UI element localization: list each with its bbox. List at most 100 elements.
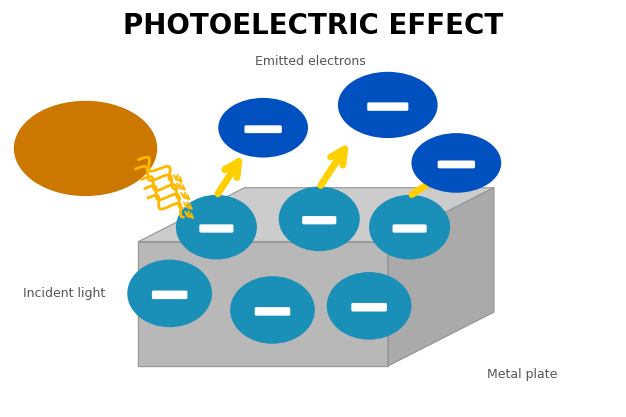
Ellipse shape bbox=[295, 200, 336, 232]
Ellipse shape bbox=[263, 302, 268, 306]
Ellipse shape bbox=[344, 286, 386, 320]
Ellipse shape bbox=[176, 195, 257, 259]
Ellipse shape bbox=[369, 195, 450, 259]
Ellipse shape bbox=[342, 284, 389, 322]
Ellipse shape bbox=[346, 287, 384, 317]
Ellipse shape bbox=[290, 196, 344, 239]
Ellipse shape bbox=[372, 198, 445, 255]
Ellipse shape bbox=[358, 85, 408, 118]
Ellipse shape bbox=[367, 91, 395, 110]
Ellipse shape bbox=[432, 147, 472, 173]
Ellipse shape bbox=[430, 146, 475, 175]
Ellipse shape bbox=[442, 153, 457, 163]
Ellipse shape bbox=[284, 191, 352, 245]
Ellipse shape bbox=[377, 98, 382, 101]
Ellipse shape bbox=[238, 282, 304, 335]
Ellipse shape bbox=[241, 113, 275, 136]
Ellipse shape bbox=[183, 201, 246, 251]
Ellipse shape bbox=[336, 280, 398, 329]
Ellipse shape bbox=[331, 275, 406, 335]
Ellipse shape bbox=[218, 98, 308, 158]
Ellipse shape bbox=[233, 108, 287, 144]
Ellipse shape bbox=[310, 211, 315, 215]
Ellipse shape bbox=[255, 296, 279, 315]
Ellipse shape bbox=[14, 101, 157, 196]
Ellipse shape bbox=[259, 299, 273, 311]
Ellipse shape bbox=[261, 301, 270, 308]
Ellipse shape bbox=[428, 144, 478, 177]
Ellipse shape bbox=[207, 220, 212, 224]
Ellipse shape bbox=[372, 95, 389, 106]
Ellipse shape bbox=[245, 289, 292, 326]
Ellipse shape bbox=[228, 105, 294, 148]
Ellipse shape bbox=[292, 197, 341, 236]
FancyBboxPatch shape bbox=[438, 161, 475, 168]
Ellipse shape bbox=[416, 136, 495, 189]
Ellipse shape bbox=[46, 123, 110, 165]
Ellipse shape bbox=[139, 269, 195, 314]
Ellipse shape bbox=[247, 290, 290, 324]
Ellipse shape bbox=[59, 131, 91, 152]
Ellipse shape bbox=[354, 83, 415, 123]
Ellipse shape bbox=[158, 284, 168, 292]
Polygon shape bbox=[138, 188, 494, 241]
Ellipse shape bbox=[389, 211, 421, 236]
Ellipse shape bbox=[240, 284, 301, 333]
Text: PHOTOELECTRIC EFFECT: PHOTOELECTRIC EFFECT bbox=[123, 12, 503, 40]
Ellipse shape bbox=[56, 129, 96, 156]
Ellipse shape bbox=[230, 106, 290, 146]
Ellipse shape bbox=[418, 137, 493, 187]
Ellipse shape bbox=[386, 208, 426, 240]
Ellipse shape bbox=[332, 276, 403, 333]
Ellipse shape bbox=[305, 207, 322, 221]
Ellipse shape bbox=[340, 73, 434, 136]
Ellipse shape bbox=[236, 281, 307, 337]
Ellipse shape bbox=[356, 295, 370, 306]
Ellipse shape bbox=[382, 205, 431, 245]
Polygon shape bbox=[387, 188, 494, 366]
Ellipse shape bbox=[446, 156, 451, 160]
Ellipse shape bbox=[374, 199, 442, 253]
Ellipse shape bbox=[202, 216, 220, 230]
Ellipse shape bbox=[198, 213, 225, 234]
Ellipse shape bbox=[21, 105, 148, 190]
Ellipse shape bbox=[227, 103, 296, 150]
Ellipse shape bbox=[145, 274, 187, 307]
Ellipse shape bbox=[194, 210, 230, 238]
Ellipse shape bbox=[361, 87, 405, 116]
Ellipse shape bbox=[424, 141, 483, 181]
Ellipse shape bbox=[397, 217, 410, 228]
Ellipse shape bbox=[356, 84, 411, 121]
Ellipse shape bbox=[189, 205, 239, 245]
Ellipse shape bbox=[299, 203, 331, 228]
Ellipse shape bbox=[224, 102, 299, 152]
Ellipse shape bbox=[329, 274, 409, 337]
Ellipse shape bbox=[380, 203, 434, 247]
FancyBboxPatch shape bbox=[244, 125, 282, 133]
Ellipse shape bbox=[193, 208, 233, 240]
Ellipse shape bbox=[191, 206, 235, 243]
Ellipse shape bbox=[156, 283, 170, 294]
FancyBboxPatch shape bbox=[152, 291, 187, 299]
Ellipse shape bbox=[131, 263, 207, 323]
Ellipse shape bbox=[33, 114, 129, 177]
Ellipse shape bbox=[294, 198, 339, 234]
Ellipse shape bbox=[234, 279, 309, 339]
Ellipse shape bbox=[30, 112, 134, 181]
Ellipse shape bbox=[352, 292, 376, 311]
Ellipse shape bbox=[444, 155, 454, 161]
Polygon shape bbox=[138, 241, 387, 366]
Ellipse shape bbox=[37, 116, 125, 174]
Ellipse shape bbox=[127, 260, 212, 327]
Ellipse shape bbox=[200, 214, 222, 232]
Ellipse shape bbox=[239, 111, 279, 138]
Ellipse shape bbox=[24, 107, 143, 187]
Ellipse shape bbox=[178, 196, 254, 257]
Ellipse shape bbox=[334, 278, 401, 331]
Ellipse shape bbox=[180, 198, 252, 255]
Ellipse shape bbox=[53, 127, 101, 158]
Ellipse shape bbox=[280, 188, 357, 249]
Ellipse shape bbox=[301, 204, 328, 226]
Ellipse shape bbox=[146, 275, 184, 305]
Ellipse shape bbox=[327, 272, 411, 339]
